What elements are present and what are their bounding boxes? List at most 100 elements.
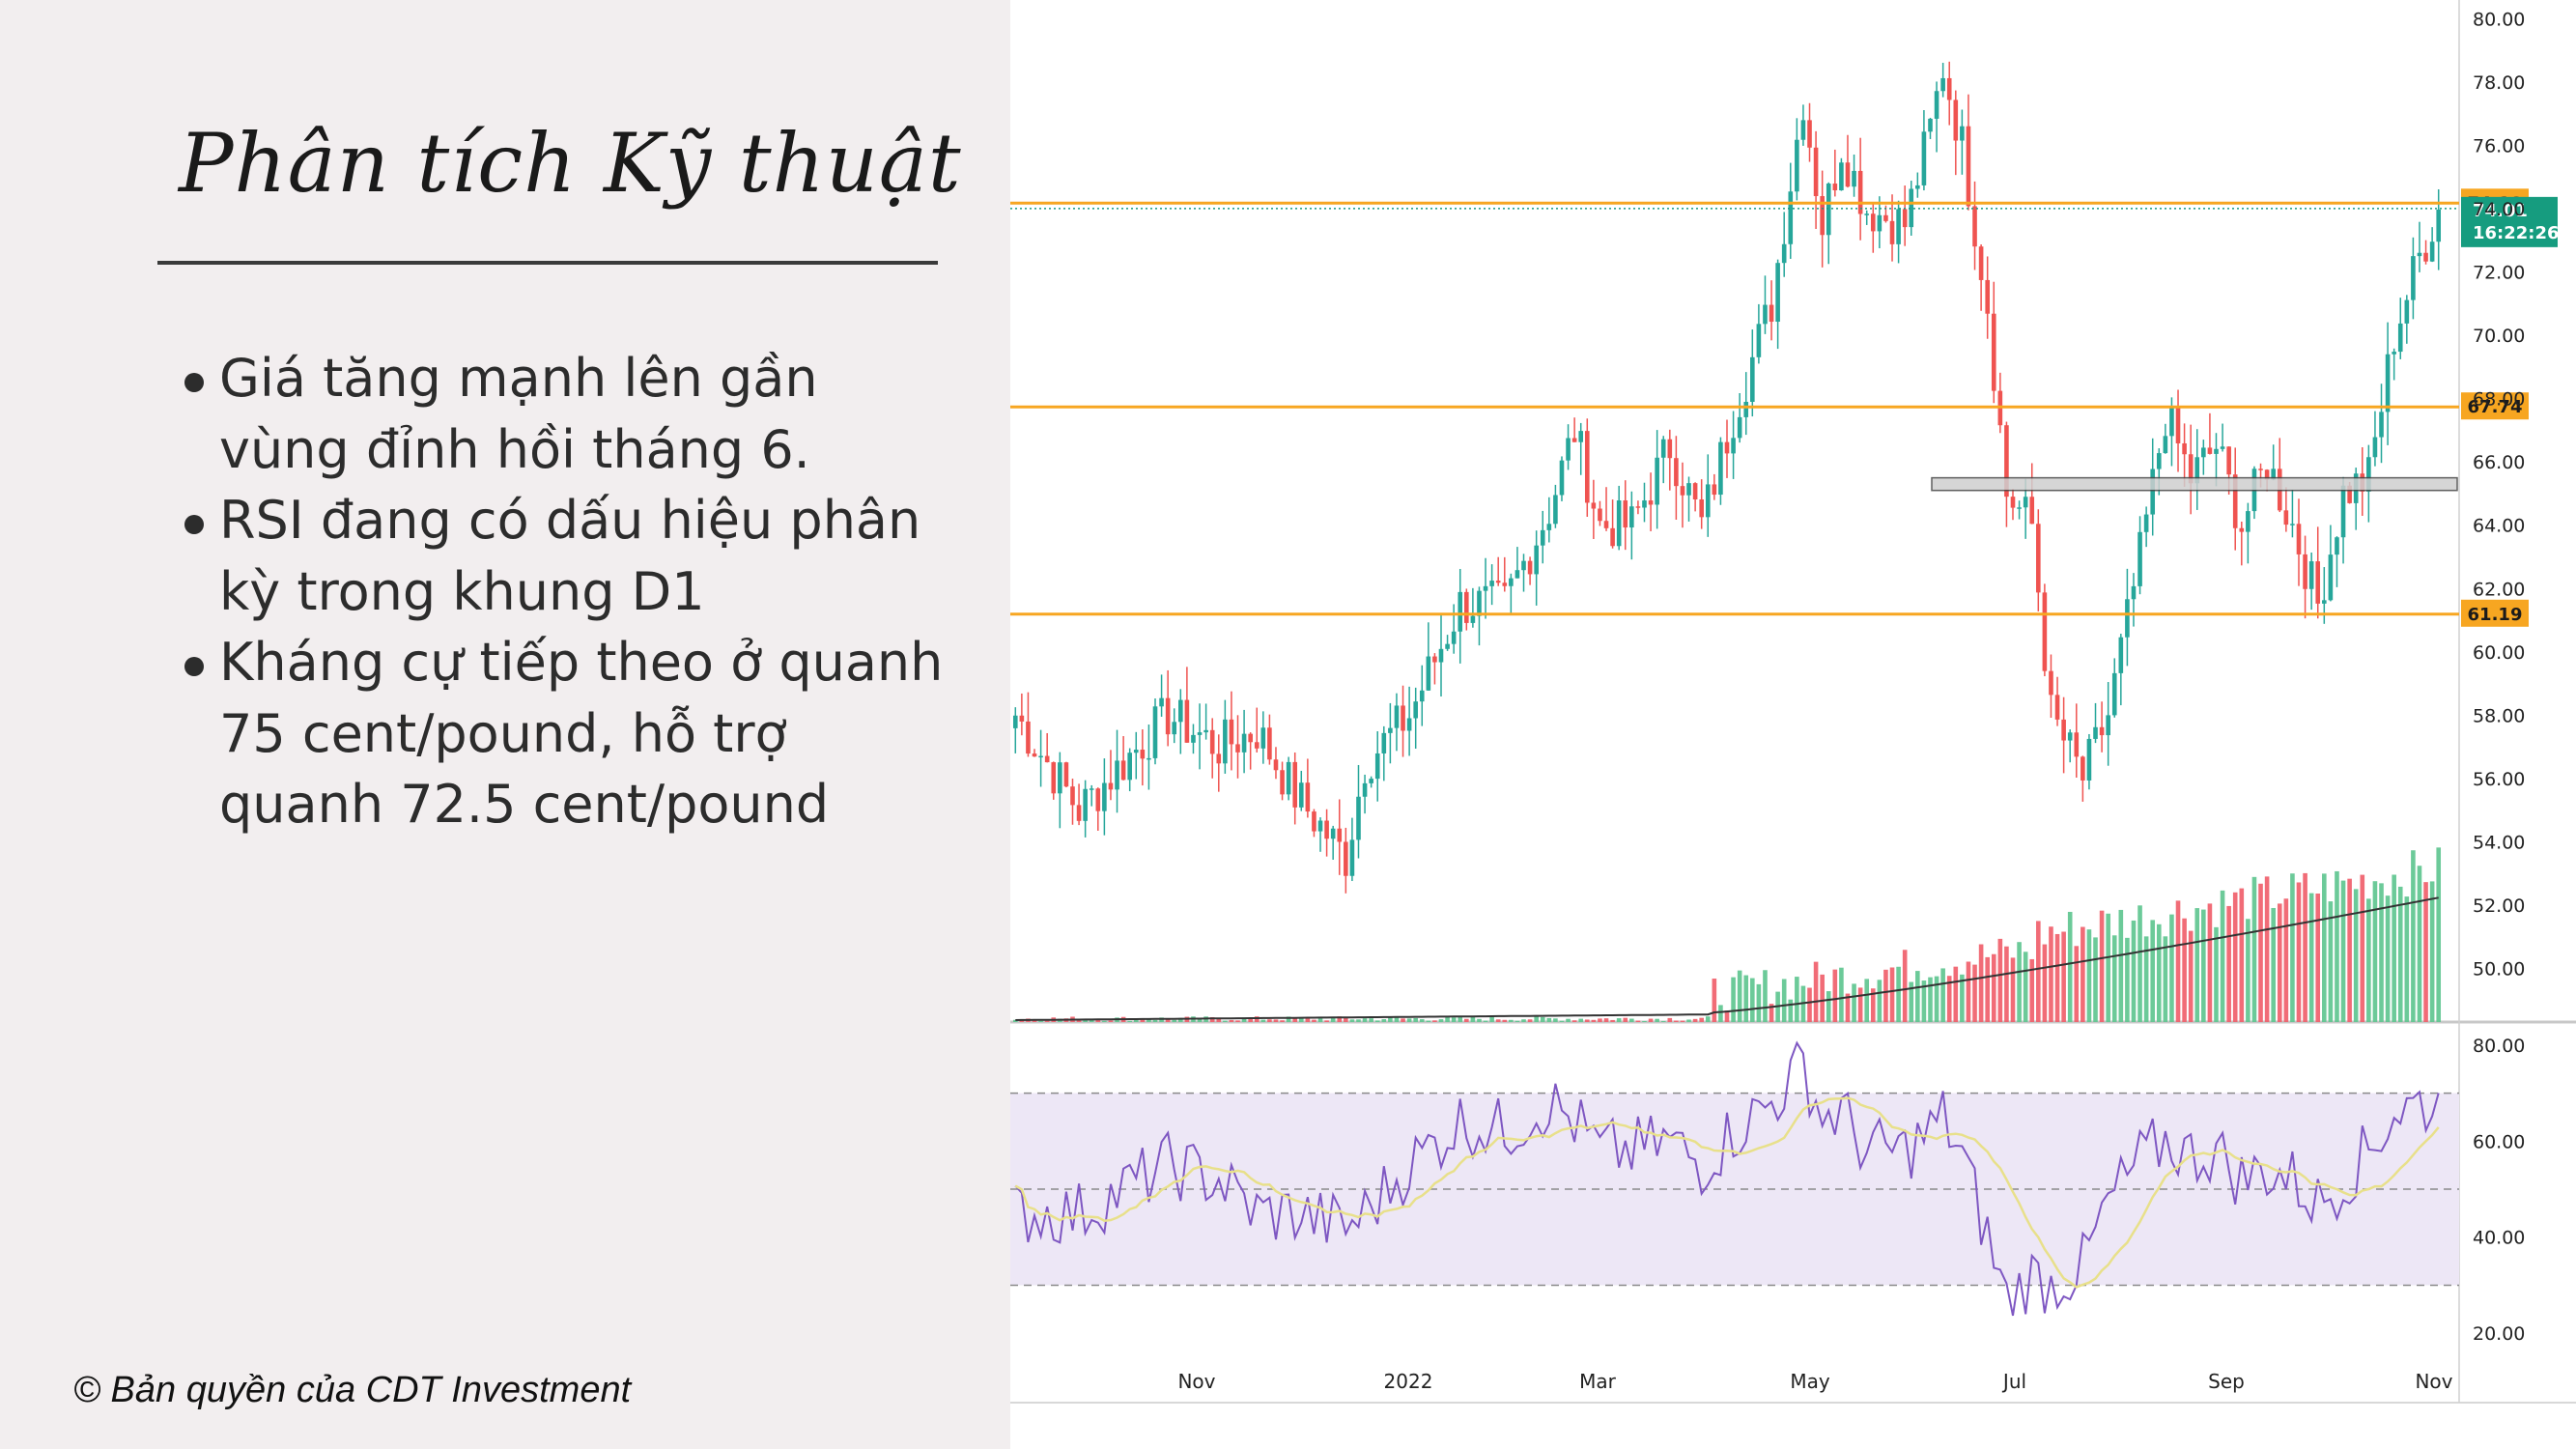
candle-body: [1089, 788, 1094, 790]
volume-bar: [2353, 889, 2359, 1022]
rsi-y-tick-label: 20.00: [2473, 1323, 2525, 1345]
candle-body: [1344, 841, 1348, 876]
candle-body: [1260, 727, 1266, 749]
candle-body: [2106, 715, 2110, 736]
candle-body: [1534, 545, 1539, 575]
candle-body: [1489, 581, 1494, 586]
candle-body: [1718, 441, 1723, 496]
y-tick-label: 74.00: [2473, 199, 2525, 220]
candle-body: [2194, 457, 2200, 484]
volume-bar: [1902, 950, 1908, 1022]
candle-body: [2093, 726, 2098, 739]
candle-body: [1305, 782, 1311, 812]
volume-bar: [2277, 903, 2282, 1022]
candle-body: [2049, 670, 2053, 696]
volume-bar: [1978, 944, 1984, 1022]
candle-body: [2322, 600, 2327, 604]
candle-body: [1591, 502, 1597, 509]
candle-body: [2074, 732, 2080, 757]
candle-body: [1369, 779, 1373, 783]
bullet-item: RSI đang có dấu hiệu phân kỳ trong khung…: [179, 485, 951, 627]
volume-bar: [1756, 983, 1762, 1022]
candle-body: [1495, 581, 1501, 583]
volume-bar: [1260, 1019, 1266, 1022]
candle-body: [1267, 727, 1272, 760]
x-tick-label: May: [1790, 1370, 1830, 1393]
candle-body: [2156, 453, 2162, 469]
volume-bar: [1997, 938, 2003, 1022]
volume-bar: [2023, 952, 2028, 1022]
volume-bar: [1133, 1018, 1139, 1022]
candle-body: [2366, 457, 2371, 492]
candle-body: [1616, 500, 1622, 547]
volume-bar: [2182, 918, 2187, 1022]
volume-bar: [2074, 946, 2080, 1022]
candle-body: [1146, 757, 1151, 760]
volume-bar: [2194, 908, 2200, 1022]
y-tick-label: 66.00: [2473, 452, 2525, 473]
volume-bar: [1458, 1016, 1463, 1022]
volume-bar: [1076, 1020, 1082, 1022]
candle-body: [1960, 126, 1965, 141]
candle-body: [1394, 705, 1400, 728]
volume-bar: [1991, 953, 1996, 1022]
candle-body: [1635, 506, 1641, 508]
volume-bar: [1146, 1019, 1151, 1022]
volume-bar: [1674, 1020, 1679, 1022]
candle-body: [1209, 729, 1215, 754]
candle-body: [1864, 213, 1870, 215]
candle-body: [2232, 474, 2238, 528]
candle-body: [1795, 139, 1799, 192]
volume-bar: [1540, 1016, 1545, 1022]
volume-bar: [1960, 974, 1965, 1022]
volume-bar: [2328, 901, 2334, 1022]
volume-bar: [1305, 1017, 1311, 1022]
candle-body: [1699, 499, 1704, 518]
text-panel: Phân tích Kỹ thuật Giá tăng mạnh lên gần…: [0, 0, 1010, 1449]
volume-bar: [1483, 1020, 1488, 1022]
volume-bar: [1495, 1019, 1501, 1022]
volume-bar: [1012, 1019, 1018, 1022]
candle-body: [1953, 99, 1959, 141]
candle-body: [1667, 439, 1673, 459]
candle-body: [2239, 527, 2245, 532]
volume-bar: [1464, 1018, 1469, 1022]
candle-body: [1807, 120, 1812, 148]
copyright-notice: © Bản quyền của CDT Investment: [73, 1370, 632, 1410]
candle-body: [2429, 242, 2435, 262]
candle-body: [2258, 469, 2263, 470]
candle-body: [1966, 126, 1971, 207]
volume-bar: [2042, 944, 2048, 1022]
candle-body: [1298, 782, 1304, 808]
level-price-label: 61.19: [2468, 605, 2523, 625]
volume-bar: [2436, 847, 2442, 1022]
volume-bar: [1489, 1016, 1494, 1022]
y-tick-label: 64.00: [2473, 516, 2525, 537]
volume-bar: [1826, 991, 1831, 1022]
volume-bar: [1616, 1018, 1622, 1022]
y-tick-label: 52.00: [2473, 895, 2525, 917]
candle-body: [1356, 796, 1361, 840]
candle-body: [2214, 448, 2219, 454]
candle-body: [1324, 820, 1329, 839]
volume-bar: [2169, 914, 2174, 1022]
volume-bar: [2264, 876, 2270, 1022]
candle-body: [1115, 760, 1119, 790]
candle-body: [2226, 446, 2231, 475]
support-zone: [1931, 476, 2458, 492]
candle-body: [2036, 524, 2041, 593]
candle-body: [1413, 701, 1418, 719]
candle-body: [2061, 719, 2066, 741]
volume-bar: [1743, 975, 1749, 1022]
volume-bar: [2423, 882, 2428, 1022]
volume-bar: [1623, 1017, 1628, 1022]
candle-body: [2099, 726, 2105, 736]
volume-bar: [2017, 942, 2022, 1022]
candle-body: [1756, 324, 1762, 357]
volume-bar: [2251, 876, 2257, 1022]
volume-bar: [1737, 970, 1742, 1022]
volume-bar: [1298, 1017, 1304, 1022]
volume-bar: [2118, 909, 2124, 1022]
